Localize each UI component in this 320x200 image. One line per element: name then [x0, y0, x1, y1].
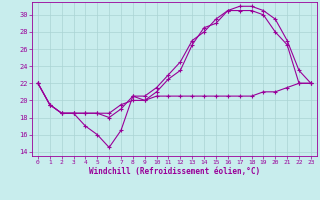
X-axis label: Windchill (Refroidissement éolien,°C): Windchill (Refroidissement éolien,°C) [89, 167, 260, 176]
